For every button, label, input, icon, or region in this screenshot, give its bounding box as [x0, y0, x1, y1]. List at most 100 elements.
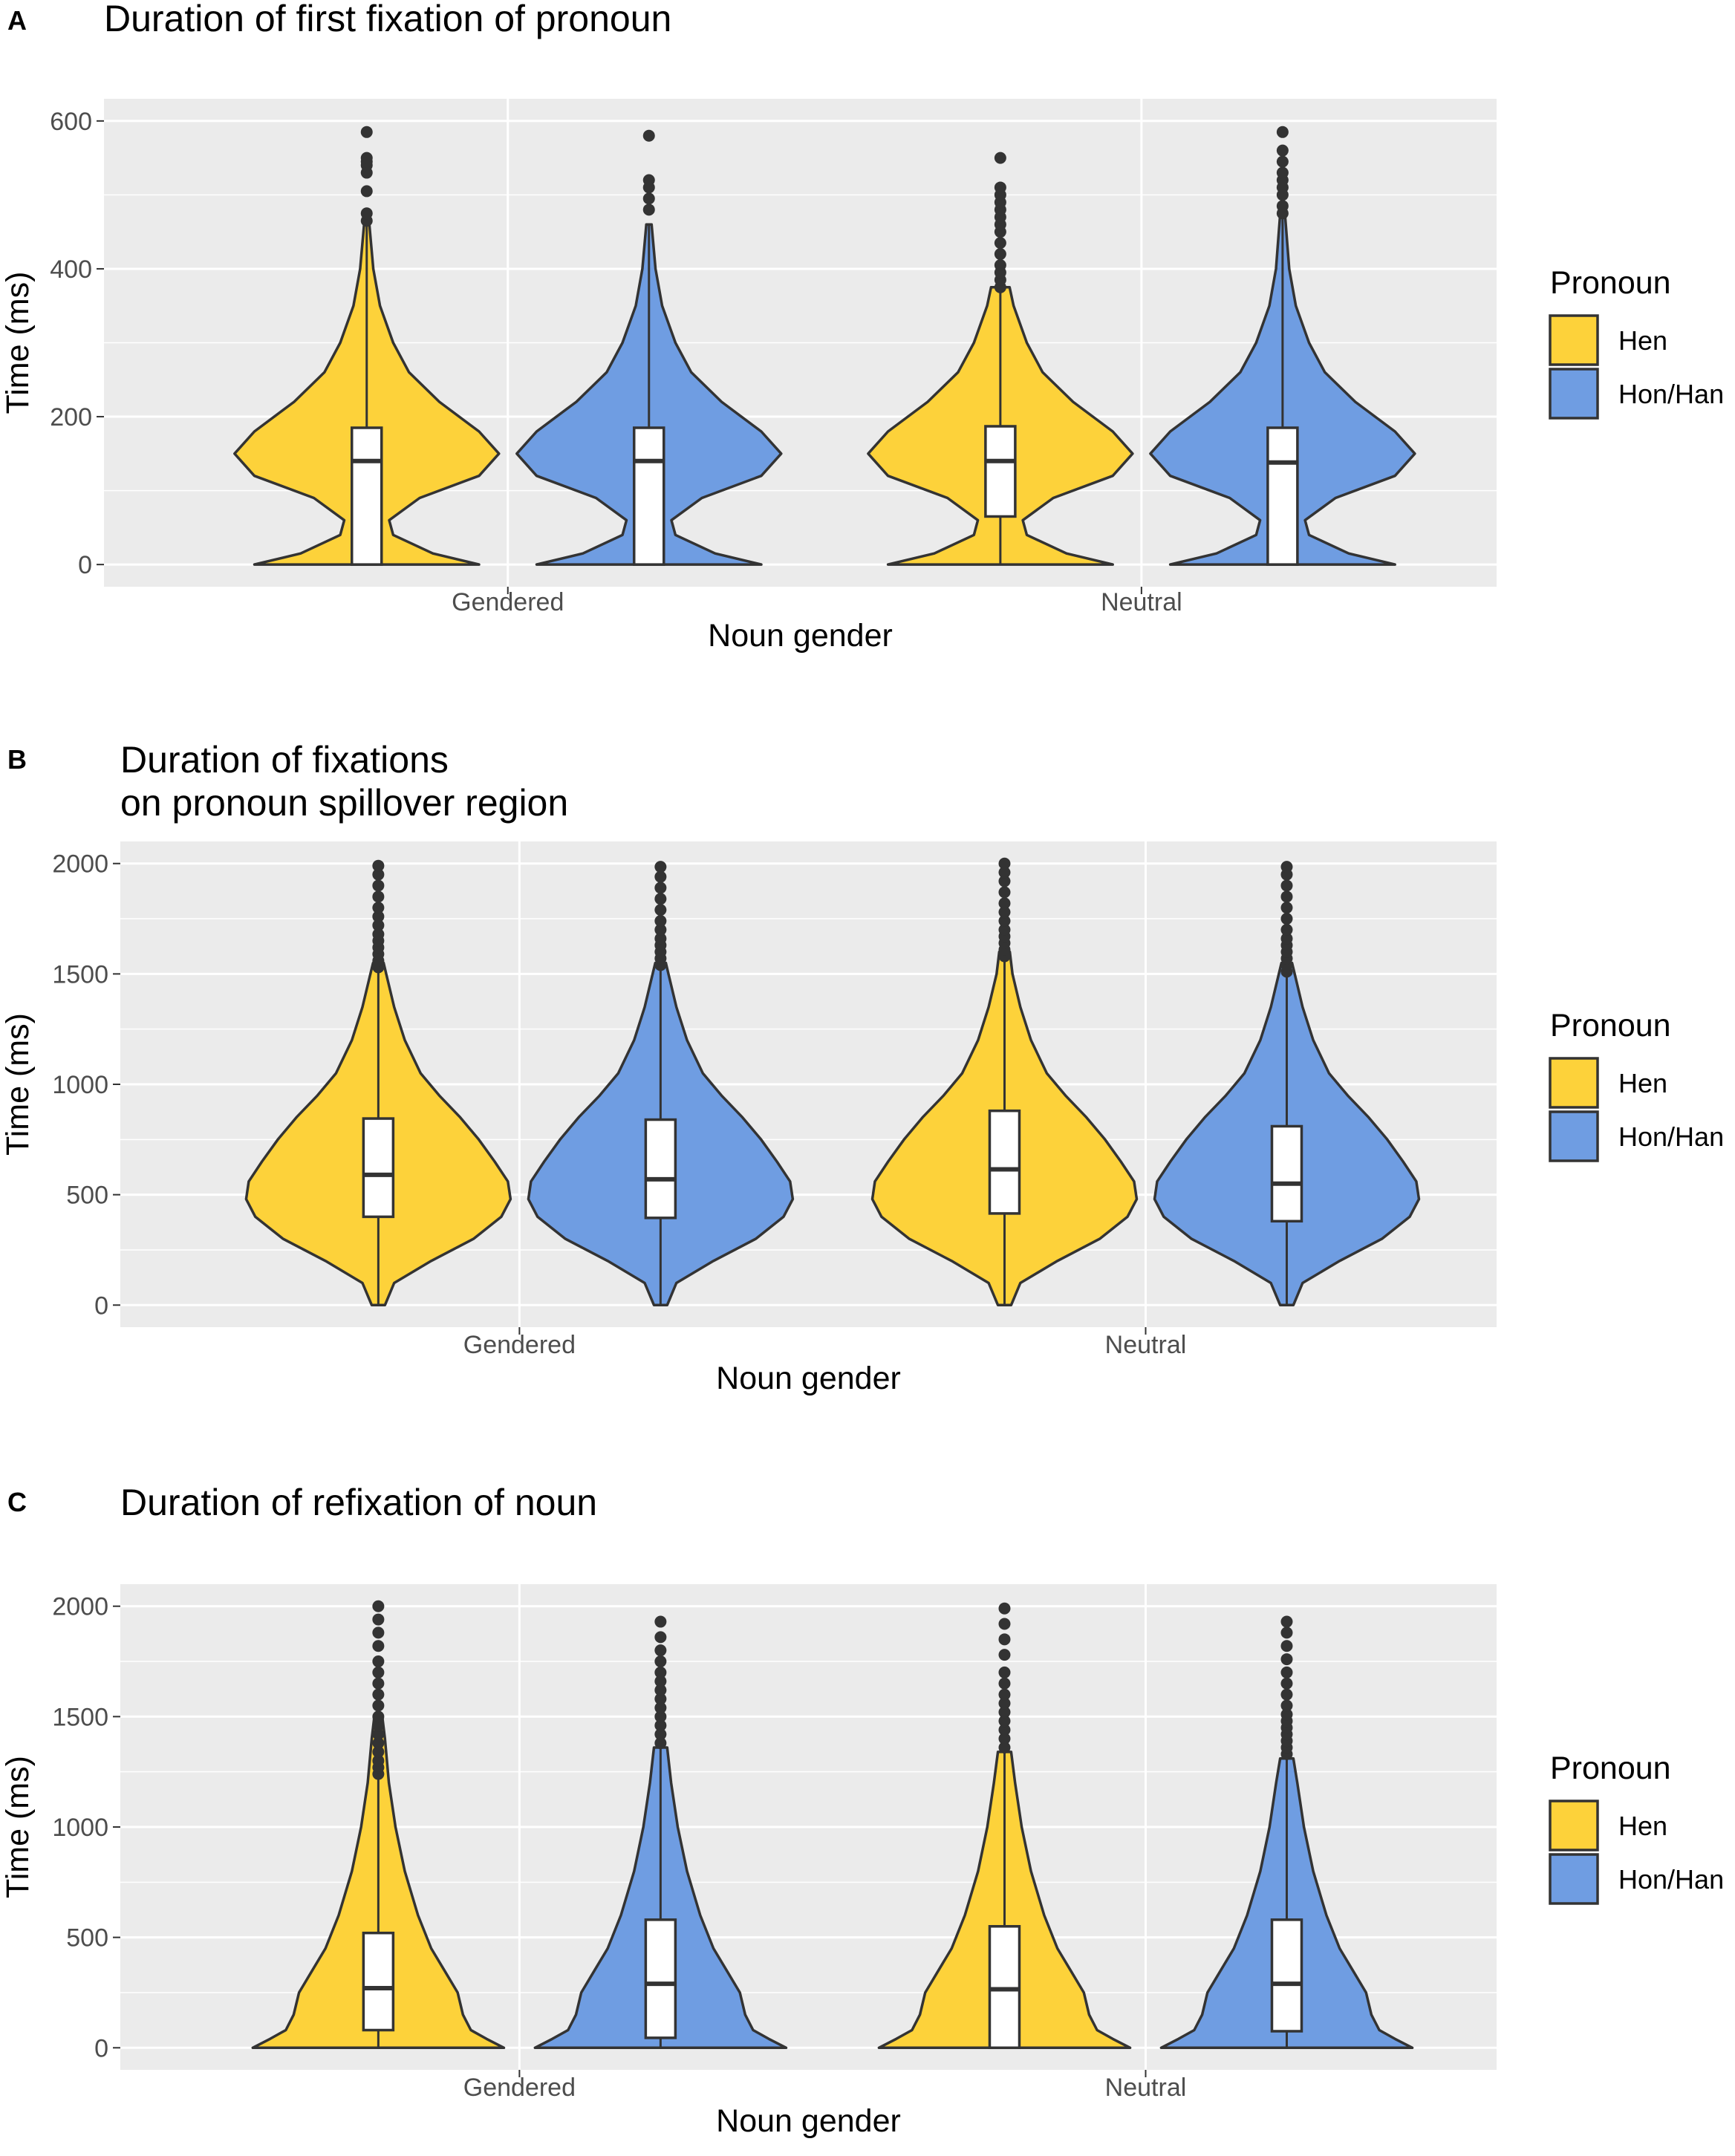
outlier-point: [1280, 902, 1293, 914]
y-axis-title: Time (ms): [0, 1756, 36, 1898]
outlier-point: [654, 1719, 667, 1732]
outlier-point: [642, 129, 655, 142]
outlier-point: [1280, 1666, 1293, 1678]
y-tick-label: 2000: [52, 850, 108, 879]
outlier-point: [1276, 144, 1289, 157]
outlier-point: [998, 915, 1011, 928]
legend-label: Hen: [1618, 1811, 1667, 1841]
outlier-point: [372, 911, 385, 923]
outlier-point: [1276, 155, 1289, 168]
outlier-point: [372, 902, 385, 914]
outlier-point: [998, 1649, 1011, 1661]
y-tick-label: 200: [50, 403, 92, 431]
outlier-point: [372, 1677, 385, 1690]
legend-key-hon-han: [1549, 1853, 1599, 1905]
outlier-point: [1280, 1708, 1293, 1721]
y-tick-label: 600: [50, 108, 92, 136]
legend-title: Pronoun: [1550, 1008, 1671, 1043]
outlier-point: [372, 890, 385, 903]
outlier-point: [1280, 879, 1293, 892]
outlier-point: [654, 1675, 667, 1687]
legend: Pronoun Hen Hon/Han: [1549, 265, 1724, 420]
outlier-point: [654, 1710, 667, 1723]
outlier-point: [1280, 913, 1293, 925]
outlier-point: [372, 1754, 385, 1767]
outlier-point: [654, 915, 667, 928]
legend-label: Hen: [1618, 325, 1667, 356]
outlier-point: [654, 870, 667, 883]
outlier-point: [994, 237, 1006, 250]
y-tick-label: 0: [94, 2034, 108, 2062]
legend-label: Hon/Han: [1618, 379, 1724, 409]
outlier-point: [1280, 1688, 1293, 1701]
outlier-point: [372, 1626, 385, 1639]
legend-label: Hon/Han: [1618, 1864, 1724, 1895]
outlier-point: [1280, 1640, 1293, 1652]
panel-title-line: Duration of refixation of noun: [120, 1482, 597, 1523]
outlier-point: [998, 857, 1011, 870]
outlier-point: [998, 1633, 1011, 1646]
outlier-point: [998, 1602, 1011, 1615]
x-tick-label: Gendered: [463, 2074, 576, 2102]
outlier-point: [998, 1715, 1011, 1727]
outlier-point: [998, 1677, 1011, 1690]
outlier-point: [998, 875, 1011, 888]
outlier-point: [372, 1655, 385, 1668]
outlier-point: [998, 1697, 1011, 1710]
outlier-point: [642, 192, 655, 205]
legend-key-hen: [1549, 314, 1599, 366]
legend-label: Hon/Han: [1618, 1121, 1724, 1152]
outlier-point: [998, 1706, 1011, 1719]
outlier-point: [998, 923, 1011, 936]
panel-title-line: Duration of first fixation of pronoun: [104, 0, 671, 39]
outlier-point: [360, 185, 373, 198]
legend: Pronoun Hen Hon/Han: [1549, 1008, 1724, 1162]
y-tick-label: 500: [66, 1924, 108, 1953]
outlier-point: [654, 923, 667, 936]
boxplot-box: [633, 426, 665, 566]
x-axis-title: Noun gender: [716, 2103, 901, 2139]
outlier-point: [372, 1600, 385, 1612]
outlier-point: [654, 1655, 667, 1668]
outlier-point: [998, 1618, 1011, 1630]
outlier-point: [360, 207, 373, 220]
outlier-point: [654, 904, 667, 916]
outlier-point: [654, 1728, 667, 1741]
outlier-point: [360, 126, 373, 138]
outlier-point: [998, 897, 1011, 910]
outlier-point: [1276, 166, 1289, 179]
outlier-point: [998, 1666, 1011, 1678]
legend-key-hen: [1549, 1057, 1599, 1109]
outlier-point: [372, 868, 385, 881]
legend-key-hen: [1549, 1800, 1599, 1852]
x-axis-title: Noun gender: [708, 618, 893, 654]
boxplot-box: [351, 426, 383, 566]
outlier-point: [994, 248, 1006, 261]
outlier-point: [372, 1699, 385, 1712]
legend-label: Hen: [1618, 1068, 1667, 1098]
outlier-point: [372, 919, 385, 931]
outlier-point: [372, 1613, 385, 1626]
outlier-point: [1276, 126, 1289, 138]
outlier-point: [998, 1688, 1011, 1701]
outlier-point: [372, 1728, 385, 1741]
outlier-point: [998, 886, 1011, 899]
outlier-point: [372, 1640, 385, 1652]
outlier-point: [1280, 890, 1293, 903]
boxplot-box: [1270, 1918, 1303, 2033]
panel-tag: A: [7, 5, 27, 36]
legend-key-hon-han: [1549, 368, 1599, 420]
outlier-point: [360, 152, 373, 164]
panel-a: A Duration of first fixation of pronoun 0 2…: [0, 0, 1724, 654]
y-tick-label: 0: [78, 551, 92, 579]
outlier-point: [994, 152, 1006, 164]
boxplot-box: [984, 425, 1017, 518]
outlier-point: [654, 1615, 667, 1628]
outlier-point: [642, 203, 655, 216]
x-tick-label: Neutral: [1105, 1331, 1187, 1359]
outlier-point: [1280, 861, 1293, 873]
boxplot-box: [1266, 426, 1299, 566]
outlier-point: [654, 893, 667, 905]
outlier-point: [372, 1745, 385, 1758]
